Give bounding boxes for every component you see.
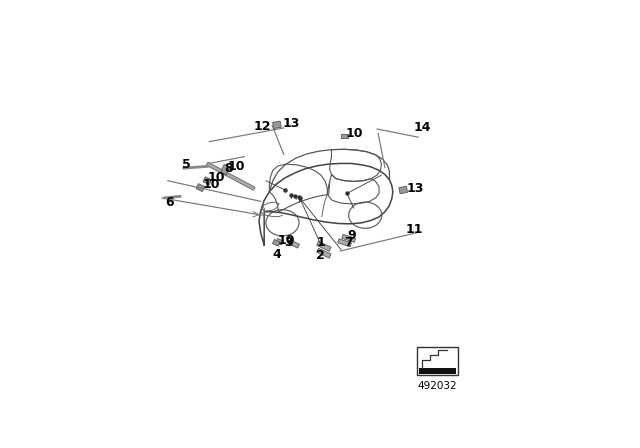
Text: 6: 6: [165, 196, 174, 209]
Bar: [417, 347, 458, 375]
Text: 8: 8: [225, 162, 233, 175]
Text: 2: 2: [317, 249, 325, 262]
Text: 11: 11: [406, 223, 423, 236]
Text: 3: 3: [284, 236, 293, 249]
Polygon shape: [206, 162, 255, 190]
Text: 7: 7: [344, 236, 353, 249]
Polygon shape: [221, 164, 230, 175]
Text: 14: 14: [413, 121, 431, 134]
Polygon shape: [196, 184, 205, 192]
Bar: [419, 368, 456, 374]
Polygon shape: [289, 240, 300, 248]
Text: 12: 12: [254, 120, 271, 133]
Text: 10: 10: [278, 233, 296, 246]
Polygon shape: [317, 248, 331, 258]
Text: 10: 10: [346, 127, 364, 140]
Text: 9: 9: [347, 229, 356, 242]
Polygon shape: [276, 239, 284, 245]
Polygon shape: [342, 134, 348, 138]
Text: 492032: 492032: [417, 382, 457, 392]
Text: 10: 10: [202, 178, 220, 191]
Text: 10: 10: [208, 171, 225, 184]
Polygon shape: [273, 239, 280, 246]
Polygon shape: [273, 121, 281, 129]
Text: 4: 4: [272, 248, 281, 261]
Polygon shape: [203, 177, 212, 185]
Polygon shape: [342, 234, 356, 242]
Text: 10: 10: [228, 160, 246, 173]
Text: 1: 1: [317, 236, 325, 249]
Text: 13: 13: [406, 182, 424, 195]
Text: 13: 13: [282, 117, 300, 130]
Polygon shape: [399, 186, 408, 194]
Text: 5: 5: [182, 158, 191, 171]
Polygon shape: [338, 239, 351, 247]
Polygon shape: [317, 241, 331, 251]
